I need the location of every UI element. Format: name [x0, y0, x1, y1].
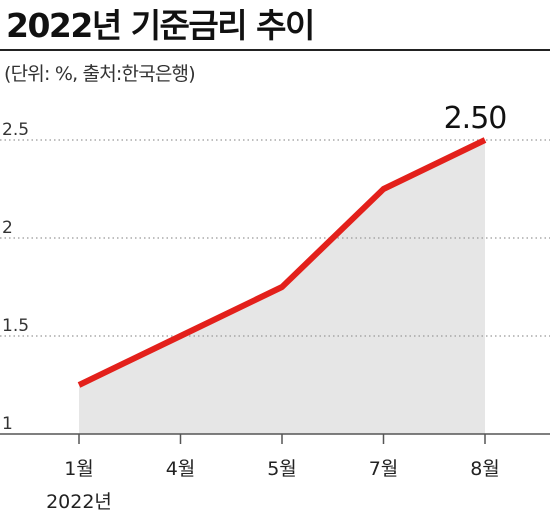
chart-title: 2022년 기준금리 추이: [6, 6, 315, 45]
title-divider: [0, 49, 550, 51]
source-note: (단위: %, 출처:한국은행): [4, 63, 196, 85]
y-tick-label: 1.5: [2, 316, 29, 336]
data-label: 2.50: [444, 101, 507, 136]
x-tick-label: 4월: [166, 458, 196, 480]
y-tick-label: 2: [2, 218, 13, 238]
y-tick-label: 1: [2, 414, 13, 434]
x-tick-label: 8월: [470, 458, 500, 480]
x-axis-year-note: 2022년: [46, 491, 112, 513]
series-line: [77, 137, 487, 388]
x-tick-label: 7월: [369, 458, 399, 480]
y-tick-label: 2.5: [2, 120, 29, 140]
x-tick-label: 5월: [267, 458, 297, 480]
x-tick-label: 1월: [64, 458, 94, 480]
